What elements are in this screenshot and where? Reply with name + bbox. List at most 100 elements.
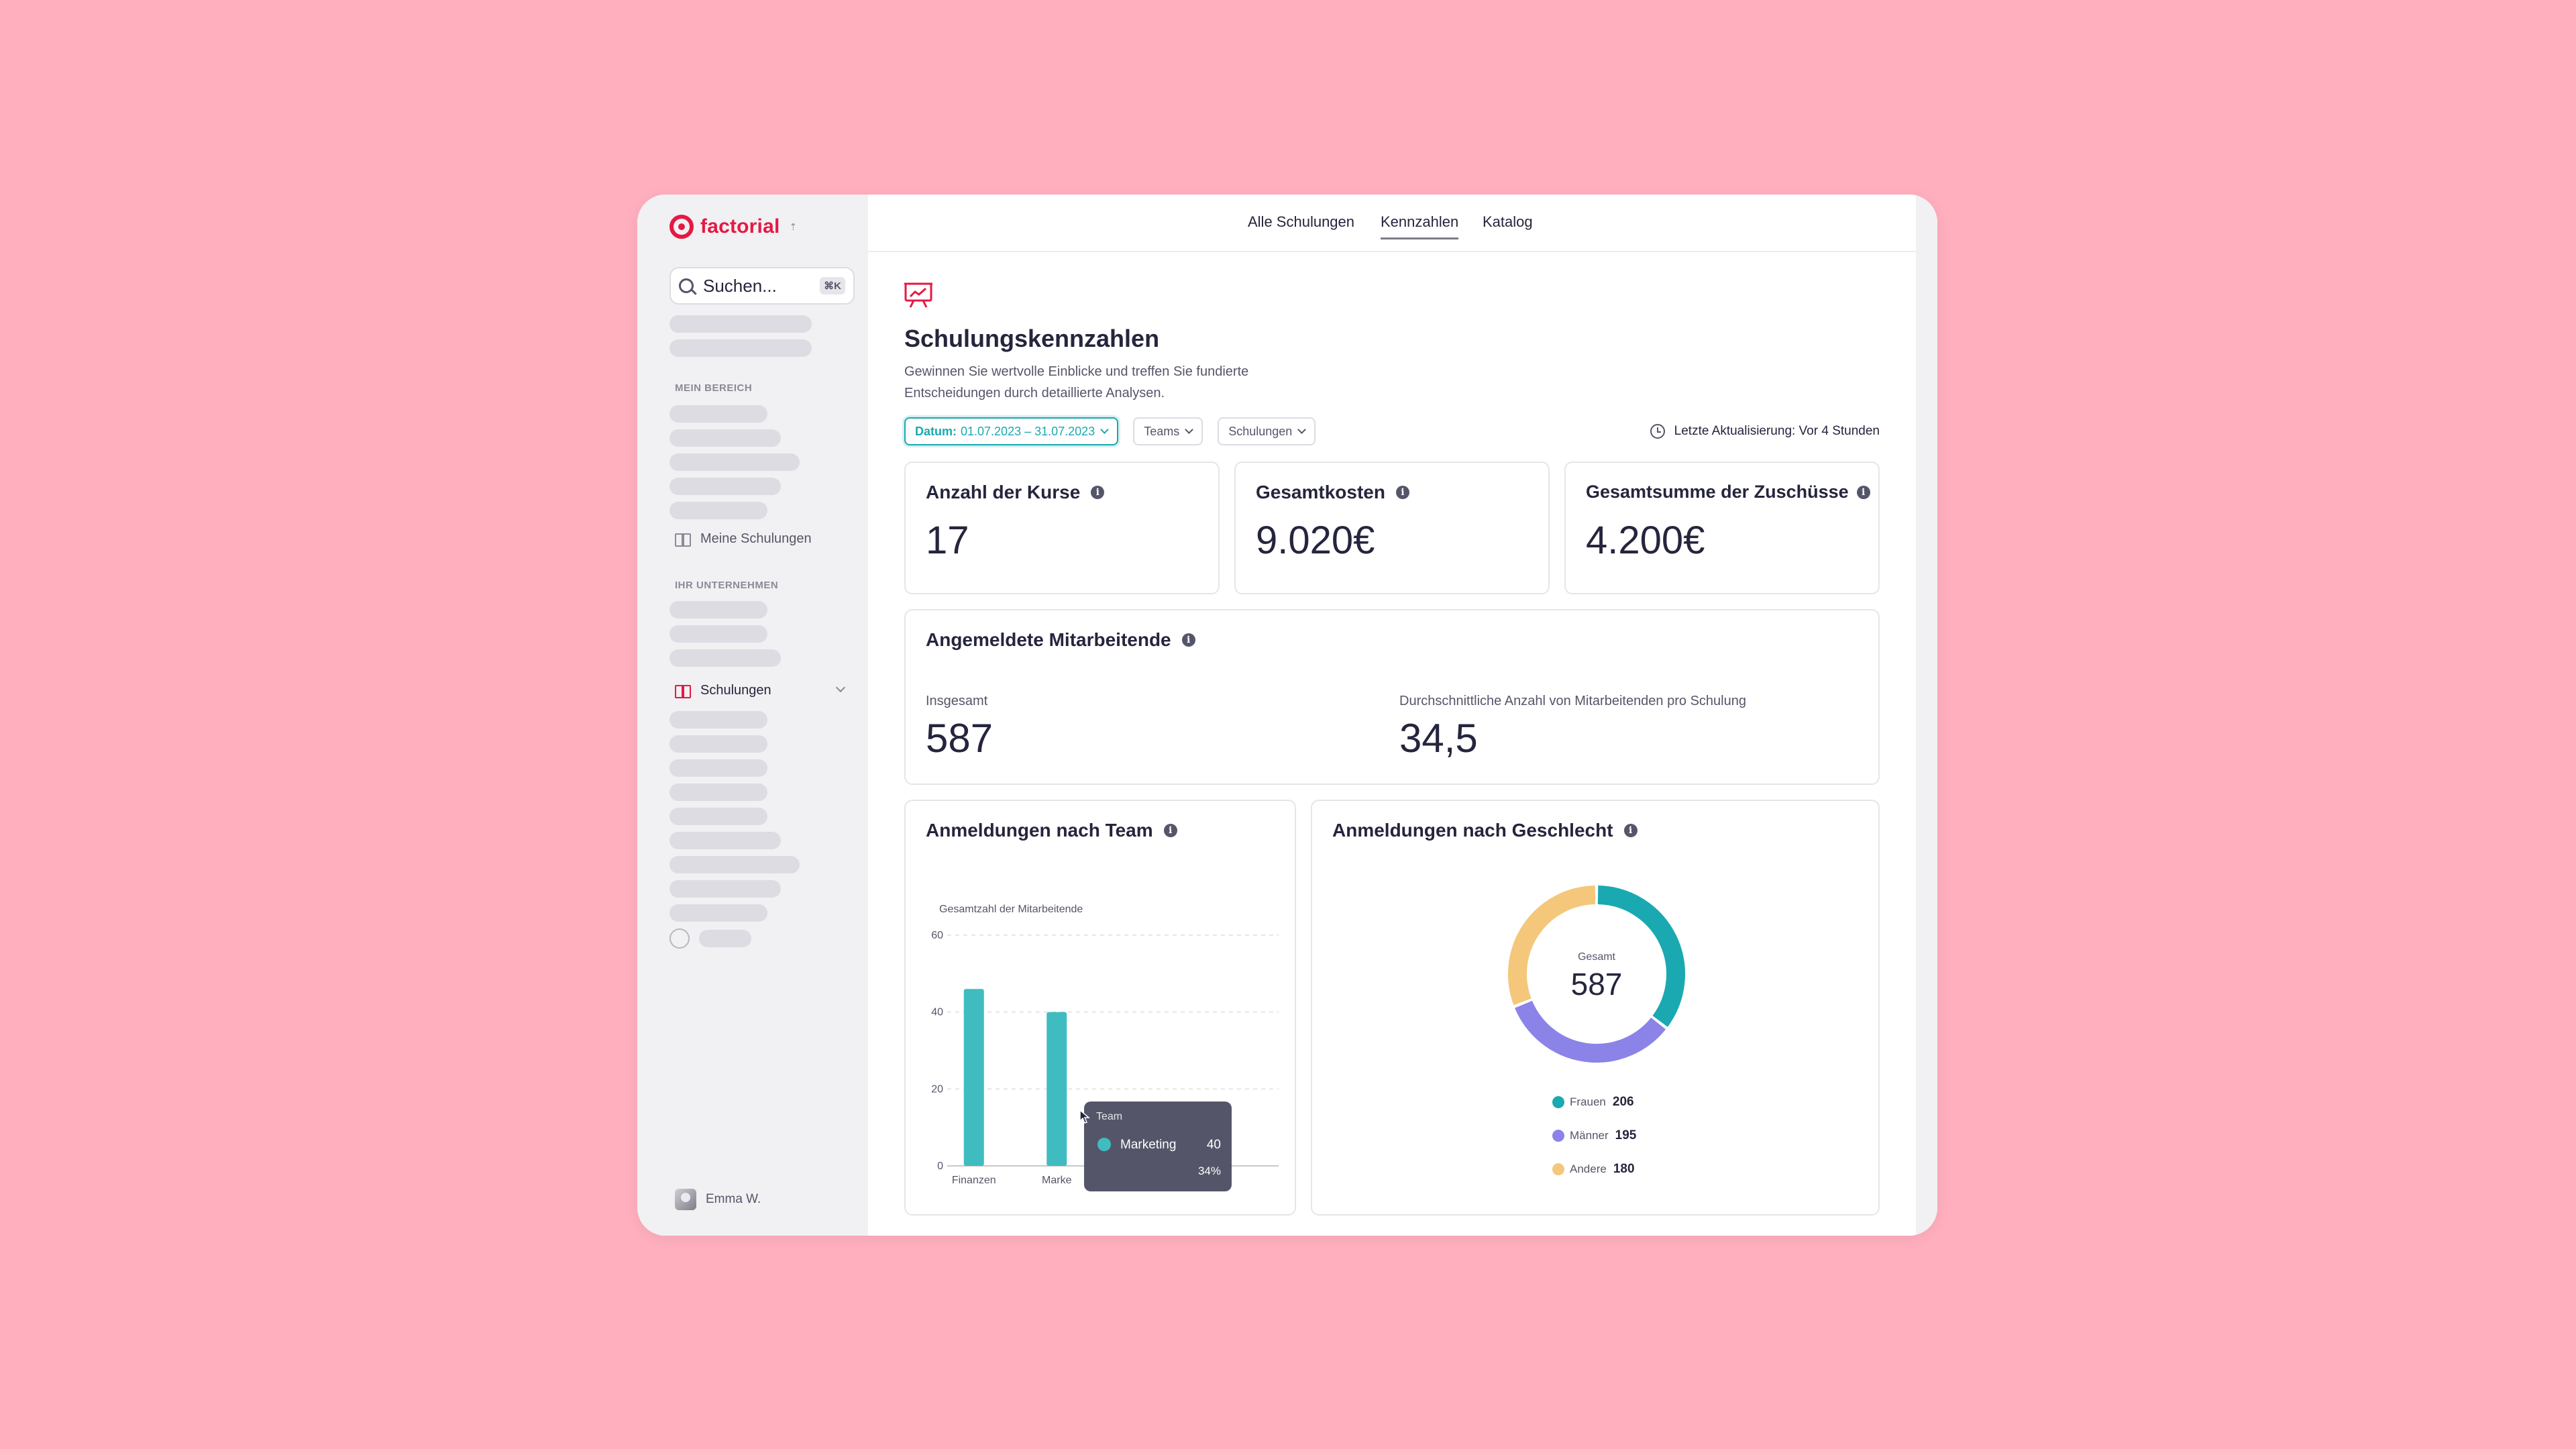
legend-label: Männer bbox=[1570, 1129, 1609, 1142]
legend-item[interactable]: Frauen 206 bbox=[1552, 1095, 1634, 1110]
kpi-value: 4.200€ bbox=[1586, 519, 1705, 562]
kpi-value: 17 bbox=[926, 519, 969, 562]
date-filter-value: 01.07.2023 – 31.07.2023 bbox=[961, 424, 1095, 438]
y-tick-label: 0 bbox=[937, 1161, 943, 1172]
nav-placeholder bbox=[669, 601, 767, 619]
brand[interactable]: factorial ⇡ bbox=[669, 215, 797, 239]
chart-tooltip: Team Marketing 40 34% bbox=[1084, 1102, 1232, 1191]
donut-slice bbox=[1597, 885, 1685, 1027]
brand-name: factorial bbox=[700, 215, 780, 237]
x-tick-label: Finanzen bbox=[952, 1175, 996, 1186]
tooltip-swatch bbox=[1097, 1138, 1111, 1151]
search-shortcut-badge: ⌘K bbox=[820, 277, 845, 294]
donut-slice bbox=[1508, 885, 1596, 1006]
schulungen-filter[interactable]: Schulungen bbox=[1218, 417, 1316, 445]
y-tick-label: 20 bbox=[931, 1083, 943, 1095]
presentation-chart-icon bbox=[904, 282, 932, 308]
kpi-card-costs: Gesamtkosten i 9.020€ bbox=[1234, 462, 1550, 594]
chevron-down-icon bbox=[1185, 425, 1194, 434]
nav-placeholder bbox=[669, 339, 812, 357]
legend-swatch bbox=[1552, 1096, 1564, 1108]
avatar bbox=[675, 1189, 696, 1210]
enrolled-total-value: 587 bbox=[926, 716, 994, 761]
legend-swatch bbox=[1552, 1163, 1564, 1175]
main-panel: Alle Schulungen Kennzahlen Katalog Schul… bbox=[868, 195, 1937, 1236]
date-filter-label: Datum: bbox=[915, 424, 957, 438]
kpi-title: Gesamtsumme der Zuschüsse i bbox=[1586, 482, 1870, 502]
donut-slice bbox=[1515, 1000, 1666, 1063]
nav-placeholder bbox=[669, 880, 781, 898]
info-icon[interactable]: i bbox=[1623, 824, 1638, 837]
sidebar-item-label: Schulungen bbox=[700, 683, 771, 698]
nav-placeholder bbox=[669, 904, 767, 922]
info-icon[interactable]: i bbox=[1181, 633, 1195, 647]
kpi-value: 9.020€ bbox=[1256, 519, 1375, 562]
sidebar-item-label: Meine Schulungen bbox=[700, 531, 812, 546]
info-icon[interactable]: i bbox=[1395, 486, 1409, 499]
enrolled-card: Angemeldete Mitarbeitende i Insgesamt 58… bbox=[904, 609, 1880, 785]
kpi-title-text: Gesamtkosten bbox=[1256, 482, 1385, 502]
enrolled-average-value: 34,5 bbox=[1399, 716, 1478, 761]
bar-chart: Gesamtzahl der Mitarbeitende 0 20 40 60 Finan… bbox=[931, 904, 1279, 1186]
nav-placeholder bbox=[669, 429, 781, 447]
y-axis-label: Gesamtzahl der Mitarbeitende bbox=[939, 904, 1083, 915]
nav-placeholder bbox=[669, 759, 767, 777]
card-title: Anmeldungen nach Geschlecht i bbox=[1332, 820, 1638, 841]
tooltip-header: Team bbox=[1096, 1111, 1123, 1122]
chart-card-gender: Anmeldungen nach Geschlecht i Gesamt 587… bbox=[1311, 800, 1880, 1216]
chart-title: Anmeldungen nach Team bbox=[926, 820, 1153, 841]
enrolled-total-label: Insgesamt bbox=[926, 694, 988, 708]
nav-placeholder bbox=[669, 405, 767, 423]
enrolled-average-label: Durchschnittliche Anzahl von Mitarbeiten… bbox=[1399, 694, 1746, 708]
clock-icon bbox=[1650, 424, 1665, 439]
book-icon bbox=[675, 684, 691, 698]
search-input[interactable]: Suchen... ⌘K bbox=[669, 267, 855, 305]
nav-placeholder bbox=[669, 315, 812, 333]
info-icon[interactable]: i bbox=[1856, 485, 1870, 499]
section-heading-mein-bereich: MEIN BEREICH bbox=[675, 382, 753, 394]
chart-title: Anmeldungen nach Geschlecht bbox=[1332, 820, 1613, 841]
donut-center-label: Gesamt bbox=[1577, 951, 1615, 963]
teams-filter-label: Teams bbox=[1144, 424, 1180, 438]
page-title: Schulungskennzahlen bbox=[904, 325, 1160, 352]
tab-alle-schulungen[interactable]: Alle Schulungen bbox=[1248, 213, 1355, 230]
tooltip-series: Marketing bbox=[1120, 1138, 1177, 1152]
chart-card-team: Anmeldungen nach Team i Gesamtzahl der M… bbox=[904, 800, 1296, 1216]
chevron-down-icon bbox=[1100, 425, 1110, 434]
donut-center-value: 587 bbox=[1570, 967, 1623, 1002]
user-menu[interactable]: Emma W. bbox=[675, 1189, 761, 1210]
last-update-text: Letzte Aktualisierung: Vor 4 Stunden bbox=[1674, 424, 1880, 438]
tab-katalog[interactable]: Katalog bbox=[1483, 213, 1533, 230]
sidebar-item-schulungen[interactable]: Schulungen bbox=[675, 683, 771, 698]
info-icon[interactable]: i bbox=[1091, 486, 1105, 499]
nav-placeholder bbox=[669, 808, 767, 825]
kpi-title-text: Anzahl der Kurse bbox=[926, 482, 1081, 502]
schulungen-filter-label: Schulungen bbox=[1228, 424, 1293, 438]
nav-placeholder bbox=[669, 832, 781, 849]
nav-placeholder bbox=[669, 478, 781, 495]
x-tick-label: Marke bbox=[1042, 1175, 1072, 1186]
chevron-down-icon[interactable] bbox=[835, 682, 846, 693]
sidebar-item-meine-schulungen[interactable]: Meine Schulungen bbox=[675, 531, 812, 547]
legend-swatch bbox=[1552, 1130, 1564, 1142]
factorial-logo-icon bbox=[669, 215, 694, 239]
legend-item[interactable]: Männer 195 bbox=[1552, 1128, 1636, 1143]
legend-value: 195 bbox=[1615, 1128, 1637, 1142]
filter-bar: Datum: 01.07.2023 – 31.07.2023 Teams Sch… bbox=[904, 417, 1316, 445]
chevron-down-icon bbox=[1297, 425, 1307, 434]
info-icon[interactable]: i bbox=[1163, 824, 1177, 837]
teams-filter[interactable]: Teams bbox=[1133, 417, 1203, 445]
card-title: Anmeldungen nach Team i bbox=[926, 820, 1177, 841]
card-title-text: Angemeldete Mitarbeitende bbox=[926, 629, 1171, 650]
donut-chart bbox=[1508, 885, 1685, 1063]
nav-placeholder bbox=[669, 453, 800, 471]
mouse-cursor-icon bbox=[1079, 1110, 1091, 1124]
kpi-title-text: Gesamtsumme der Zuschüsse bbox=[1586, 482, 1849, 502]
tab-kennzahlen[interactable]: Kennzahlen bbox=[1381, 213, 1459, 239]
kpi-title: Gesamtkosten i bbox=[1256, 482, 1409, 503]
workspace-switch-icon[interactable]: ⇡ bbox=[789, 221, 798, 232]
legend-item[interactable]: Andere 180 bbox=[1552, 1162, 1635, 1177]
search-icon bbox=[679, 278, 694, 293]
legend-label: Frauen bbox=[1570, 1095, 1606, 1108]
date-filter[interactable]: Datum: 01.07.2023 – 31.07.2023 bbox=[904, 417, 1119, 445]
